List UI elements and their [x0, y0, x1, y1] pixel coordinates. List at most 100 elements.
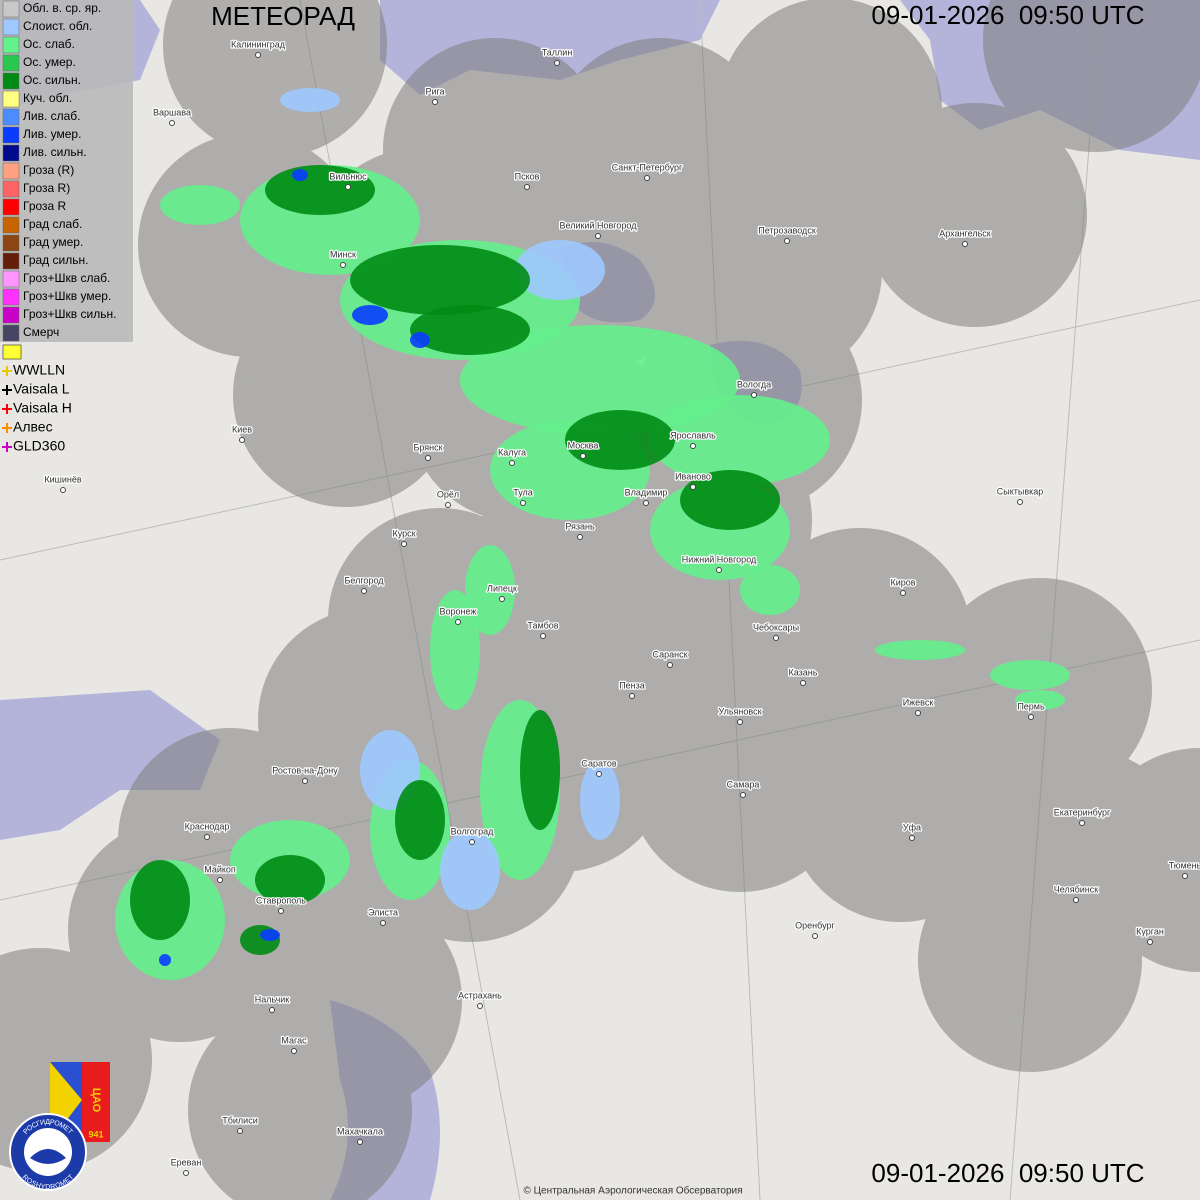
radar-circle	[188, 998, 412, 1200]
city-marker	[237, 1128, 243, 1134]
echo	[740, 565, 800, 615]
city-label: Владимир	[625, 487, 668, 497]
lightning-label: WWLLN	[13, 362, 65, 378]
city-label: Элиста	[368, 907, 398, 917]
echo	[292, 169, 308, 181]
city-label: Ставрополь	[256, 895, 306, 905]
lightning-label: Vaisala H	[13, 400, 72, 416]
radar-circle	[863, 103, 1087, 327]
city-label: Оренбург	[795, 920, 835, 930]
city-label: Варшава	[153, 107, 191, 117]
city-label: Иваново	[675, 471, 711, 481]
city-marker	[204, 834, 210, 840]
city-marker	[1182, 873, 1188, 879]
legend-label: Ос. слаб.	[23, 37, 75, 51]
city-label: Курган	[1136, 926, 1164, 936]
lightning-symbol	[2, 442, 12, 452]
city-marker	[509, 460, 515, 466]
city-marker	[690, 443, 696, 449]
city-label: Сыктывкар	[997, 486, 1044, 496]
echo	[465, 545, 515, 635]
city-marker	[716, 567, 722, 573]
city-label: Брянск	[413, 442, 442, 452]
city-marker	[540, 633, 546, 639]
city-label: Кишинёв	[44, 474, 81, 484]
echo	[650, 395, 830, 485]
echo	[280, 88, 340, 112]
city-marker	[773, 635, 779, 641]
legend-swatch	[2, 162, 20, 180]
city-label: Киров	[890, 577, 915, 587]
city-marker	[1028, 714, 1034, 720]
city-marker	[255, 52, 261, 58]
city-label: Чебоксары	[753, 622, 799, 632]
lightning-label: Vaisala L	[13, 381, 70, 397]
city-marker	[962, 241, 968, 247]
city-marker	[915, 710, 921, 716]
legend-label: Куч. обл.	[23, 91, 72, 105]
city-label: Майкоп	[204, 864, 236, 874]
city-label: Саранск	[652, 649, 687, 659]
echo	[352, 305, 388, 325]
legend-label: Смерч	[23, 325, 59, 339]
city-label: Самара	[727, 779, 760, 789]
copyright: © Центральная Аэрологическая Обсерватори…	[523, 1185, 742, 1197]
legend-swatch	[2, 306, 20, 324]
city-label: Тюмень	[1169, 860, 1200, 870]
city-label: Ростов-на-Дону	[272, 765, 338, 775]
echo	[1015, 690, 1065, 710]
city-label: Вологда	[737, 379, 771, 389]
legend-label: Град слаб.	[23, 217, 82, 231]
logo-number: 941	[88, 1129, 103, 1139]
city-label: Краснодар	[185, 821, 230, 831]
echo	[260, 929, 280, 941]
city-marker	[278, 908, 284, 914]
city-marker	[291, 1048, 297, 1054]
legend-label: Гроза R)	[23, 181, 70, 195]
legend-label: Ос. умер.	[23, 55, 76, 69]
city-label: Калуга	[498, 447, 526, 457]
legend-label: Гроз+Шкв умер.	[23, 289, 111, 303]
radar-echoes	[115, 88, 1070, 980]
timestamp: 09-01-2026 09:50 UTC	[871, 1158, 1144, 1188]
city-marker	[524, 184, 530, 190]
legend-label: Гроз+Шкв сильн.	[23, 307, 116, 321]
city-label: Ижевск	[903, 697, 934, 707]
city-label: Астрахань	[458, 990, 502, 1000]
legend-swatch	[2, 90, 20, 108]
city-marker	[900, 590, 906, 596]
city-marker	[499, 596, 505, 602]
city-marker	[667, 662, 673, 668]
radar-circle	[788, 698, 1012, 922]
legend-swatch	[2, 54, 20, 72]
city-label: Великий Новгород	[560, 220, 638, 230]
legend-label: Слоист. обл.	[23, 19, 92, 33]
city-marker	[425, 455, 431, 461]
radar-circle	[163, 0, 387, 157]
legend-label: Град сильн.	[23, 253, 88, 267]
city-marker	[740, 792, 746, 798]
city-label: Ульяновск	[718, 706, 761, 716]
city-label: Пенза	[619, 680, 645, 690]
city-marker	[401, 541, 407, 547]
city-marker	[737, 719, 743, 725]
echo	[460, 325, 740, 435]
city-marker	[302, 778, 308, 784]
echo	[430, 590, 480, 710]
city-label: Рига	[425, 86, 444, 96]
legend-label: Лив. слаб.	[23, 109, 81, 123]
city-label: Пермь	[1017, 701, 1045, 711]
legend-label: Лив. умер.	[23, 127, 81, 141]
legend-label: Гроза (R)	[23, 163, 74, 177]
city-marker	[183, 1170, 189, 1176]
city-label: Рязань	[565, 521, 595, 531]
lightning-symbol	[2, 404, 12, 414]
city-marker	[629, 693, 635, 699]
city-label: Белгород	[344, 575, 384, 585]
city-marker	[554, 60, 560, 66]
echo	[159, 954, 171, 966]
echo	[160, 185, 240, 225]
city-label: Тбилиси	[222, 1115, 258, 1125]
legend-swatch	[2, 18, 20, 36]
